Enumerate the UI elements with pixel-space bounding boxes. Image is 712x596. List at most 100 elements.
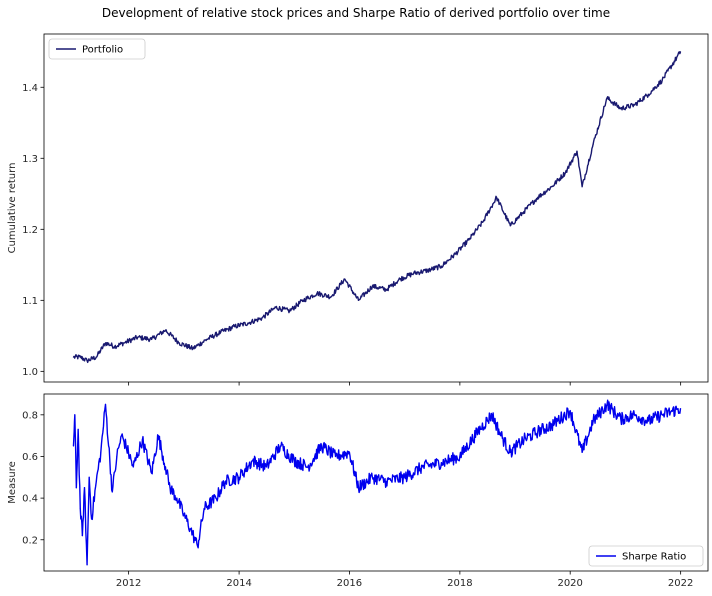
data-point <box>413 272 415 274</box>
data-point <box>564 171 567 174</box>
data-point <box>74 414 76 416</box>
data-point <box>81 535 83 537</box>
data-point <box>137 336 139 338</box>
data-point <box>316 292 318 294</box>
data-point <box>302 299 304 301</box>
data-point <box>468 239 470 241</box>
data-point <box>385 289 387 291</box>
data-point <box>385 480 387 483</box>
data-point <box>459 455 461 458</box>
data-point <box>661 414 663 416</box>
data-point <box>190 528 192 530</box>
data-point <box>111 491 113 493</box>
x-tick-label: 2014 <box>226 578 251 589</box>
data-point <box>279 445 281 447</box>
y-tick-label: 1.3 <box>22 154 38 165</box>
x-tick-label: 2022 <box>668 578 693 589</box>
y-tick-label: 0.2 <box>22 535 38 546</box>
data-point <box>238 476 240 478</box>
data-point <box>482 221 484 223</box>
data-point <box>120 435 123 437</box>
data-point <box>288 310 291 312</box>
x-tick-label: 2018 <box>447 578 472 589</box>
y-tick-label: 1.2 <box>22 225 38 236</box>
data-point <box>88 476 90 478</box>
data-point <box>104 403 107 406</box>
data-point <box>371 285 373 287</box>
data-point <box>192 348 194 350</box>
data-point <box>620 418 622 420</box>
data-point <box>576 150 578 152</box>
data-point <box>334 455 337 458</box>
data-point <box>454 253 456 255</box>
data-point <box>371 476 373 478</box>
data-point <box>633 414 636 416</box>
data-point <box>551 424 553 426</box>
data-point <box>606 97 608 99</box>
data-point <box>224 480 226 483</box>
data-point <box>440 462 443 464</box>
data-point <box>233 326 236 328</box>
data-point <box>86 564 88 566</box>
data-point <box>123 342 125 344</box>
data-point <box>196 545 199 547</box>
data-point <box>150 472 153 474</box>
y-tick-label: 1.1 <box>22 296 38 307</box>
data-point <box>77 428 79 430</box>
data-point <box>606 403 608 406</box>
y-tick-label: 1.4 <box>22 83 38 94</box>
data-point <box>581 186 583 188</box>
data-point <box>176 497 178 499</box>
data-point <box>206 338 208 340</box>
data-point <box>537 196 539 198</box>
data-point <box>95 480 97 483</box>
data-point <box>79 356 81 358</box>
data-point <box>491 414 493 416</box>
data-point <box>404 476 406 478</box>
figure-title: Development of relative stock prices and… <box>102 6 610 20</box>
data-point <box>95 356 97 358</box>
data-point <box>477 430 479 433</box>
data-point <box>86 360 88 362</box>
data-point <box>247 322 249 324</box>
data-point <box>537 430 539 433</box>
data-point <box>348 451 351 453</box>
legend-label: Portfolio <box>82 45 123 56</box>
data-point <box>104 342 107 344</box>
data-point <box>679 407 682 410</box>
data-point <box>164 466 167 468</box>
data-point <box>293 460 295 462</box>
data-point <box>426 269 429 272</box>
data-point <box>569 410 571 412</box>
y-tick-label: 0.8 <box>22 410 38 421</box>
data-point <box>633 104 636 106</box>
data-point <box>523 439 525 441</box>
data-point <box>523 210 525 213</box>
series-line-0 <box>72 399 682 566</box>
legend: Sharpe Ratio <box>588 545 704 567</box>
data-point <box>440 265 443 267</box>
data-point <box>125 445 127 447</box>
legend: Portfolio <box>48 38 146 60</box>
data-point <box>679 51 682 53</box>
legend-box <box>48 38 146 60</box>
data-point <box>647 93 649 95</box>
data-point <box>183 514 185 516</box>
data-point <box>592 420 594 422</box>
y-axis-label: Measure <box>7 461 18 504</box>
data-point <box>83 487 86 489</box>
data-point <box>592 143 594 145</box>
data-point <box>357 299 360 301</box>
y-tick-label: 0.4 <box>22 494 38 505</box>
data-point <box>275 306 277 309</box>
data-point <box>581 451 583 453</box>
series-line-0 <box>72 51 682 364</box>
top-panel-portfolio: 1.0 1.1 1.2 1.3 1.4 Cumulative return Portfoli… <box>7 33 709 386</box>
data-point <box>157 435 159 437</box>
data-point <box>509 225 511 227</box>
data-point <box>150 338 153 340</box>
data-point <box>357 487 360 489</box>
plot-frame <box>43 393 709 572</box>
